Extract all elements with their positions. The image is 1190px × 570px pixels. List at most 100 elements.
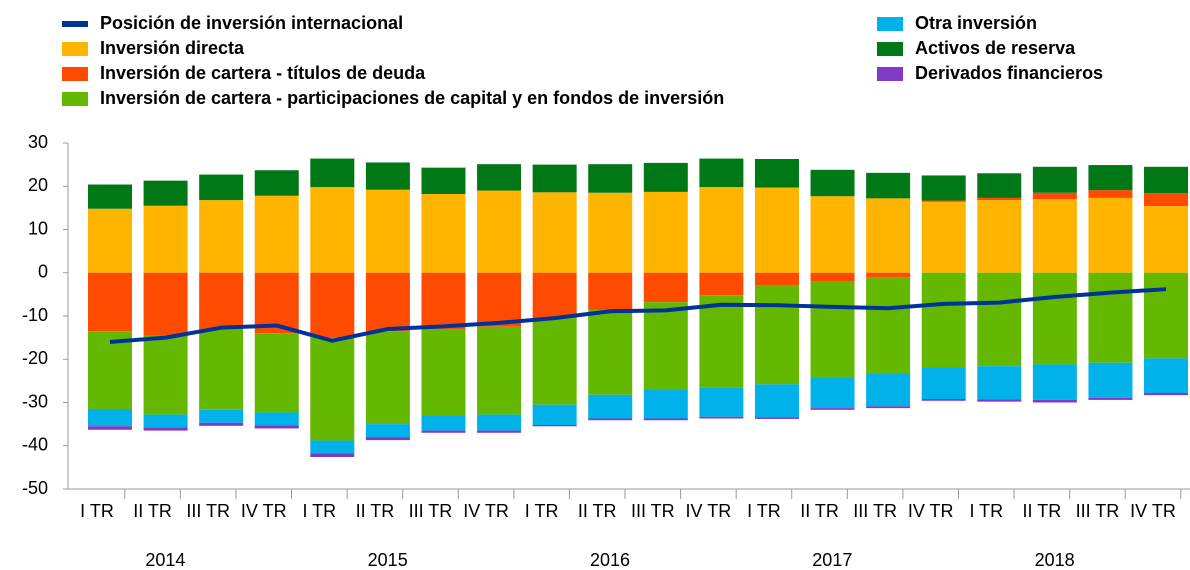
bar-segment	[699, 158, 744, 188]
bar-segment	[365, 162, 410, 190]
y-tick-label: 30	[28, 132, 48, 152]
bar-segment	[977, 399, 1022, 402]
bar-segment	[365, 424, 410, 438]
bar-segment	[977, 272, 1022, 367]
bar-segment	[921, 272, 966, 368]
bar-segment	[588, 164, 633, 193]
bar-segment	[754, 285, 799, 385]
year-label: 2014	[145, 550, 185, 570]
bar-segment	[754, 384, 799, 418]
bar-segment	[88, 272, 132, 332]
bar-segment	[477, 326, 522, 415]
bar-segment	[1088, 362, 1133, 398]
x-tick-label: I TR	[969, 501, 1003, 521]
bar-segment	[199, 422, 244, 426]
y-tick-label: -10	[22, 305, 48, 325]
bar-segment	[588, 272, 633, 310]
bar-segment	[143, 414, 188, 428]
bar-segment	[754, 272, 799, 286]
x-tick-label: III TR	[186, 501, 230, 521]
bar-segment	[532, 318, 577, 405]
bar-segment	[643, 272, 688, 303]
bar-segment	[1032, 399, 1077, 403]
bar-segment	[254, 412, 299, 426]
bar-segment	[1088, 397, 1133, 400]
bar-segment	[643, 389, 688, 419]
legend-marker	[62, 21, 88, 27]
bar-segment	[810, 377, 855, 409]
bar-segment	[699, 416, 744, 419]
bar-segment	[1088, 165, 1133, 191]
bar-segment	[810, 196, 855, 273]
bar-segment	[866, 172, 911, 199]
bar-segment	[921, 399, 966, 401]
bar-segment	[699, 387, 744, 417]
bar-segment	[643, 191, 688, 273]
bar-segment	[977, 173, 1022, 198]
bar-segment	[365, 331, 410, 425]
bar-segment	[199, 200, 244, 273]
bar-segment	[143, 272, 188, 336]
x-tick-label: II TR	[133, 501, 172, 521]
x-tick-label: I TR	[302, 501, 336, 521]
bar-segment	[699, 295, 744, 388]
x-tick-label: III TR	[1076, 501, 1120, 521]
bar-segment	[1088, 197, 1133, 273]
x-tick-label: IV TR	[241, 501, 287, 521]
bar-segment	[754, 417, 799, 419]
bar-segment	[421, 328, 466, 416]
bar-segment	[477, 430, 522, 433]
bar-segment	[477, 164, 522, 191]
line	[109, 287, 1167, 344]
x-tick-label: I TR	[80, 501, 114, 521]
bar-segment	[421, 167, 466, 195]
bar-segment	[866, 198, 911, 273]
bar-segment	[88, 408, 132, 427]
bar-segment	[254, 272, 299, 334]
bar-segment	[199, 328, 244, 410]
bar-segment	[88, 426, 132, 430]
bar-segment	[977, 197, 1022, 201]
bar-segment	[310, 337, 355, 441]
bar-segment	[866, 406, 911, 409]
legend-label: Inversión de cartera - participaciones d…	[100, 88, 724, 108]
bar-segment	[921, 201, 966, 273]
bar-segment	[421, 194, 466, 273]
bar-segment	[588, 309, 633, 395]
x-tick-label: IV TR	[1130, 501, 1176, 521]
bar-segment	[143, 335, 188, 415]
y-tick-label: -40	[22, 435, 48, 455]
bar-segment	[477, 272, 522, 327]
bar-segment	[1032, 364, 1077, 400]
bar-segment	[421, 415, 466, 431]
x-tick-label: III TR	[853, 501, 897, 521]
bar-segment	[88, 184, 132, 209]
bar-segment	[143, 180, 188, 206]
bar-segment	[310, 272, 355, 338]
legend-marker	[877, 67, 903, 81]
bar-segment	[254, 425, 299, 429]
legend-label: Activos de reserva	[915, 38, 1076, 58]
bar-segment	[866, 373, 911, 407]
legend-marker	[62, 67, 88, 81]
bar-segment	[310, 187, 355, 273]
y-tick-label: 0	[38, 262, 48, 282]
bar-segment	[1032, 192, 1077, 200]
year-label: 2017	[812, 550, 852, 570]
legend-marker	[62, 92, 88, 106]
bar-segment	[88, 331, 132, 409]
bar-segment	[88, 208, 132, 273]
x-tick-label: II TR	[578, 501, 617, 521]
x-tick-label: III TR	[409, 501, 453, 521]
y-tick-label: -50	[22, 478, 48, 498]
bar-segment	[199, 272, 244, 329]
x-tick-label: I TR	[525, 501, 559, 521]
y-tick-label: 10	[28, 218, 48, 238]
x-tick-label: IV TR	[463, 501, 509, 521]
bar-segment	[1032, 272, 1077, 365]
bar-segment	[588, 394, 633, 419]
bar-segment	[866, 277, 911, 374]
x-tick-label: II TR	[1023, 501, 1062, 521]
bar-segment	[1144, 358, 1189, 393]
x-tick-label: II TR	[356, 501, 395, 521]
